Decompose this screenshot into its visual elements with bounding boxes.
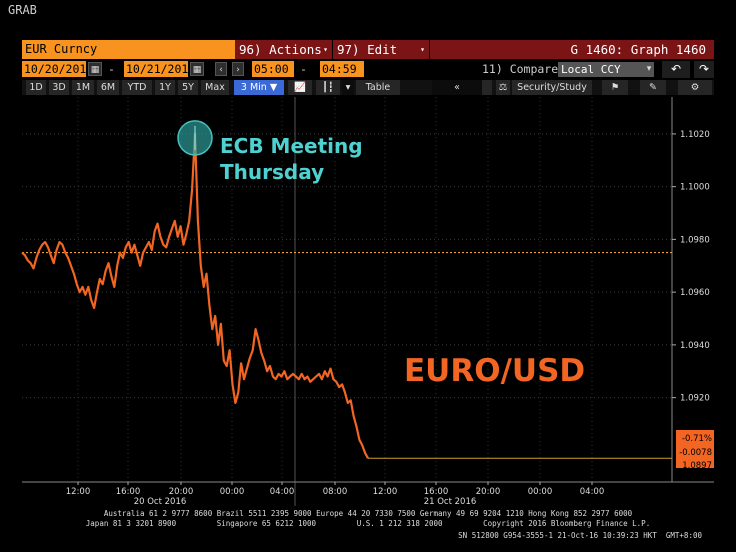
period-1m[interactable]: 1M: [72, 80, 94, 95]
chevron-down-icon: ▾: [323, 45, 328, 54]
calendar-icon[interactable]: ▦: [190, 62, 204, 76]
undo-icon[interactable]: ↶: [662, 61, 690, 78]
x-tick-label: 20:00: [169, 487, 194, 497]
x-tick-label: 00:00: [220, 487, 245, 497]
chevron-down-icon[interactable]: ▾: [644, 62, 654, 76]
flag-icon[interactable]: ⚑: [602, 80, 628, 95]
chart-axes: 1.1020 1.1000 1.0980 1.0960 1.0940 1.0920 12:0…: [22, 97, 714, 507]
chevron-down-icon: ▾: [420, 45, 425, 54]
x-tick-label: 04:00: [580, 487, 605, 497]
time-dash: -: [300, 62, 307, 76]
last-price: 1.0897: [682, 461, 712, 471]
x-tick-label: 12:00: [373, 487, 398, 497]
period-5y[interactable]: 5Y: [178, 80, 198, 95]
pair-annotation: EURO/USD: [404, 353, 585, 389]
y-tick-label: 1.0980: [680, 235, 710, 245]
range-dash: -: [108, 62, 115, 76]
edit-icon[interactable]: ✎: [640, 80, 666, 95]
scale-icon[interactable]: ⚖: [496, 80, 510, 95]
collapse-icon[interactable]: «: [432, 80, 482, 95]
bar-type-icon[interactable]: ┃┇: [316, 80, 340, 95]
grab-label: GRAB: [8, 3, 37, 17]
period-1y[interactable]: 1Y: [155, 80, 175, 95]
command-bar: EUR Curncy 96) Actions ▾ 97) Edit ▾ G 14…: [22, 40, 714, 59]
start-date-input[interactable]: 10/20/201: [22, 61, 87, 77]
toolbar: 1D 3D 1M 6M YTD 1Y 5Y Max 3 Min ▼ 📈 ┃┇ ▾…: [22, 80, 714, 95]
chart-series: -0.71% -0.0078 1.0897: [21, 120, 714, 471]
end-date-input[interactable]: 10/21/201: [124, 61, 189, 77]
start-time-input[interactable]: 05:00: [252, 61, 294, 77]
period-ytd[interactable]: YTD: [122, 80, 152, 95]
table-button[interactable]: Table: [356, 80, 400, 95]
security-study-button[interactable]: Security/Study: [512, 80, 592, 95]
chart-annotations: ECB Meeting Thursday EURO/USD: [220, 134, 585, 389]
compare-button[interactable]: 11) Compare: [482, 62, 559, 76]
line-chart-icon[interactable]: 📈: [288, 80, 312, 95]
next-arrow-icon[interactable]: ›: [232, 62, 244, 76]
chevron-down-icon[interactable]: ▾: [342, 80, 354, 95]
x-tick-label: 08:00: [323, 487, 348, 497]
footer-line-3: SN 512800 G954-3555-1 21-Oct-16 10:39:23…: [458, 531, 702, 540]
ecb-annotation-line1: ECB Meeting: [220, 134, 363, 158]
separator-icon: [482, 80, 492, 95]
x-tick-label: 12:00: [66, 487, 91, 497]
last-value-badge: [676, 430, 714, 468]
gear-icon[interactable]: ⚙: [678, 80, 712, 95]
edit-menu[interactable]: 97) Edit ▾: [332, 40, 429, 59]
last-change: -0.0078: [679, 448, 712, 458]
x-tick-label: 16:00: [116, 487, 141, 497]
refresh-icon[interactable]: ↷: [694, 61, 714, 78]
y-tick-label: 1.1020: [680, 130, 710, 140]
y-tick-label: 1.0960: [680, 288, 710, 298]
x-tick-label: 04:00: [270, 487, 295, 497]
security-field[interactable]: EUR Curncy: [22, 40, 235, 59]
x-tick-label: 00:00: [528, 487, 553, 497]
prev-arrow-icon[interactable]: ‹: [215, 62, 227, 76]
end-time-input[interactable]: 04:59: [320, 61, 364, 77]
actions-menu[interactable]: 96) Actions ▾: [235, 40, 332, 59]
range-bar: 10/20/201 ▦ - 10/21/201 ▦ ‹ › 05:00 - 04…: [22, 61, 714, 78]
date-label: 20 Oct 2016: [134, 497, 187, 507]
chart-grid: [22, 97, 672, 506]
footer-line-1: Australia 61 2 9777 8600 Brazil 5511 239…: [103, 509, 633, 518]
y-tick-label: 1.0920: [680, 394, 710, 404]
last-change-pct: -0.71%: [682, 434, 712, 444]
edit-label: 97) Edit: [337, 42, 398, 57]
ecb-annotation-line2: Thursday: [220, 160, 324, 184]
x-tick-label: 16:00: [424, 487, 449, 497]
period-1d[interactable]: 1D: [26, 80, 46, 95]
x-tick-label: 20:00: [476, 487, 501, 497]
interval-select[interactable]: 3 Min ▼: [234, 80, 284, 95]
y-tick-label: 1.0940: [680, 341, 710, 351]
graph-title: G 1460: Graph 1460: [429, 40, 714, 59]
period-6m[interactable]: 6M: [97, 80, 119, 95]
date-label: 21 Oct 2016: [424, 497, 477, 507]
actions-label: 96) Actions: [239, 42, 322, 57]
period-3d[interactable]: 3D: [49, 80, 69, 95]
calendar-icon[interactable]: ▦: [88, 62, 102, 76]
currency-select[interactable]: Local CCY: [558, 62, 654, 77]
y-tick-label: 1.1000: [680, 183, 710, 193]
footer-line-2: Japan 81 3 3201 8900 Singapore 65 6212 1…: [85, 519, 651, 528]
period-max[interactable]: Max: [201, 80, 229, 95]
